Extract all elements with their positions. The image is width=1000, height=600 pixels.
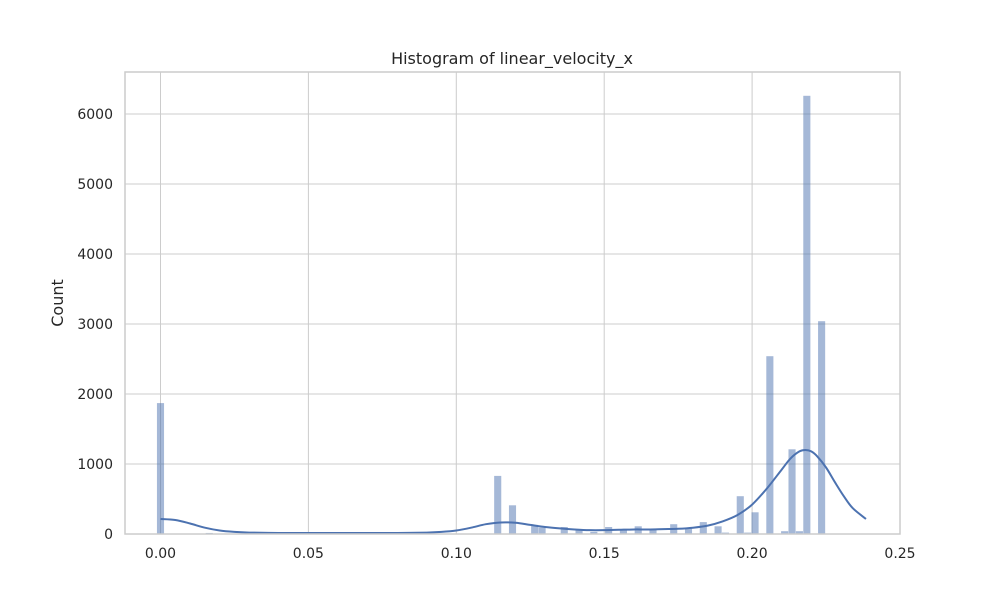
histogram-bar <box>575 530 583 534</box>
x-tick-label: 0.15 <box>589 546 620 562</box>
histogram-bar <box>795 531 803 534</box>
histogram-bar <box>619 530 627 534</box>
chart-title: Histogram of linear_velocity_x <box>391 49 633 69</box>
histogram-bar <box>508 505 517 534</box>
y-tick-label: 5000 <box>77 177 113 193</box>
y-tick-labels: 0 1000 2000 3000 4000 5000 6000 <box>77 107 113 543</box>
histogram-bar <box>684 527 693 534</box>
y-tick-label: 2000 <box>77 387 113 403</box>
y-tick-label: 1000 <box>77 457 113 473</box>
kde-curve-group <box>160 448 867 534</box>
histogram-bar <box>736 496 744 534</box>
histogram-bar <box>560 527 568 534</box>
histogram-bar <box>714 526 722 534</box>
histogram-bar <box>699 522 707 534</box>
histogram-bar <box>494 475 502 534</box>
x-tick-label: 0.00 <box>145 546 176 562</box>
histogram-bar <box>649 529 657 534</box>
histogram-bar <box>781 531 789 534</box>
grid <box>125 72 901 535</box>
kde-curve <box>160 448 867 534</box>
x-tick-label: 0.10 <box>441 546 472 562</box>
histogram-bar <box>766 356 774 534</box>
plot-frame <box>124 71 901 535</box>
histogram-bar <box>788 449 796 534</box>
y-axis-label: Count <box>48 279 67 327</box>
histogram-bar <box>818 321 826 534</box>
histogram-bar <box>531 524 539 534</box>
histogram-bar <box>590 531 598 534</box>
x-tick-label: 0.20 <box>737 546 768 562</box>
x-tick-label: 0.25 <box>884 546 915 562</box>
y-tick-label: 4000 <box>77 247 113 263</box>
y-tick-label: 6000 <box>77 107 113 123</box>
x-tick-labels: 0.00 0.05 0.10 0.15 0.20 0.25 <box>145 546 916 562</box>
y-tick-label: 0 <box>104 527 113 543</box>
x-tick-label: 0.05 <box>293 546 324 562</box>
histogram-bar <box>538 527 546 534</box>
bars <box>156 95 826 535</box>
histogram-bar <box>803 95 811 535</box>
y-tick-label: 3000 <box>77 317 113 333</box>
histogram-bar <box>751 512 759 534</box>
histogram-bar <box>156 403 165 534</box>
